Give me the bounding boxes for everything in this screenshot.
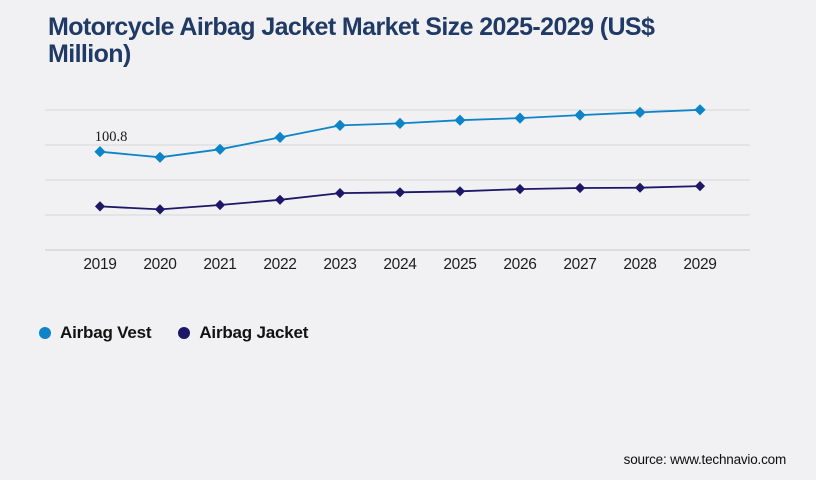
data-point-airbag-jacket <box>514 184 526 195</box>
series-line-airbag-vest <box>99 108 701 159</box>
chart-legend: Airbag Vest Airbag Jacket <box>39 323 308 343</box>
data-point-airbag-jacket <box>574 182 586 194</box>
data-point-airbag-jacket <box>214 199 226 211</box>
x-tick-label: 2019 <box>83 256 116 273</box>
data-point-airbag-jacket <box>394 187 406 198</box>
x-tick-label: 2022 <box>263 256 296 273</box>
data-point-airbag-jacket <box>454 186 466 197</box>
x-tick-label: 2021 <box>203 256 236 273</box>
data-point-airbag-vest <box>634 106 646 118</box>
data-point-airbag-vest <box>334 119 346 131</box>
x-tick-label: 2024 <box>383 256 417 273</box>
x-tick-label: 2025 <box>443 256 476 273</box>
legend-marker-airbag-vest-icon <box>39 327 51 339</box>
data-point-airbag-vest <box>694 104 706 116</box>
x-tick-label: 2023 <box>323 256 356 273</box>
legend-item-airbag-vest: Airbag Vest <box>39 323 152 343</box>
data-point-airbag-jacket <box>94 201 106 212</box>
data-point-airbag-jacket <box>694 181 706 192</box>
data-point-airbag-vest <box>454 114 466 126</box>
data-point-airbag-vest <box>94 146 106 158</box>
data-point-airbag-vest <box>514 112 526 124</box>
legend-label-airbag-vest: Airbag Vest <box>60 323 152 342</box>
x-tick-label: 2027 <box>563 256 596 273</box>
data-point-airbag-jacket <box>634 182 646 193</box>
data-label: 100.8 <box>95 129 128 145</box>
data-point-airbag-jacket <box>334 188 346 199</box>
chart-title: Motorcycle Airbag Jacket Market Size 202… <box>48 14 768 68</box>
legend-label-airbag-jacket: Airbag Jacket <box>199 323 309 342</box>
chart-title-line1: Motorcycle Airbag Jacket Market Size 202… <box>48 13 655 41</box>
data-point-airbag-jacket <box>154 204 166 215</box>
data-point-airbag-vest <box>394 117 406 129</box>
legend-marker-airbag-jacket-icon <box>178 327 191 339</box>
x-tick-label: 2029 <box>683 256 716 273</box>
x-tick-label: 2026 <box>503 256 536 273</box>
chart-title-line2: Million) <box>48 40 131 68</box>
x-tick-label: 2028 <box>623 256 656 273</box>
x-tick-label: 2020 <box>143 256 177 273</box>
source-attribution: source: www.technavio.com <box>623 452 787 467</box>
data-point-airbag-jacket <box>274 194 286 205</box>
data-point-airbag-vest <box>214 143 226 155</box>
data-point-airbag-vest <box>154 151 166 163</box>
legend-item-airbag-jacket: Airbag Jacket <box>178 323 308 343</box>
data-point-airbag-vest <box>574 109 586 121</box>
data-point-airbag-vest <box>274 131 286 143</box>
